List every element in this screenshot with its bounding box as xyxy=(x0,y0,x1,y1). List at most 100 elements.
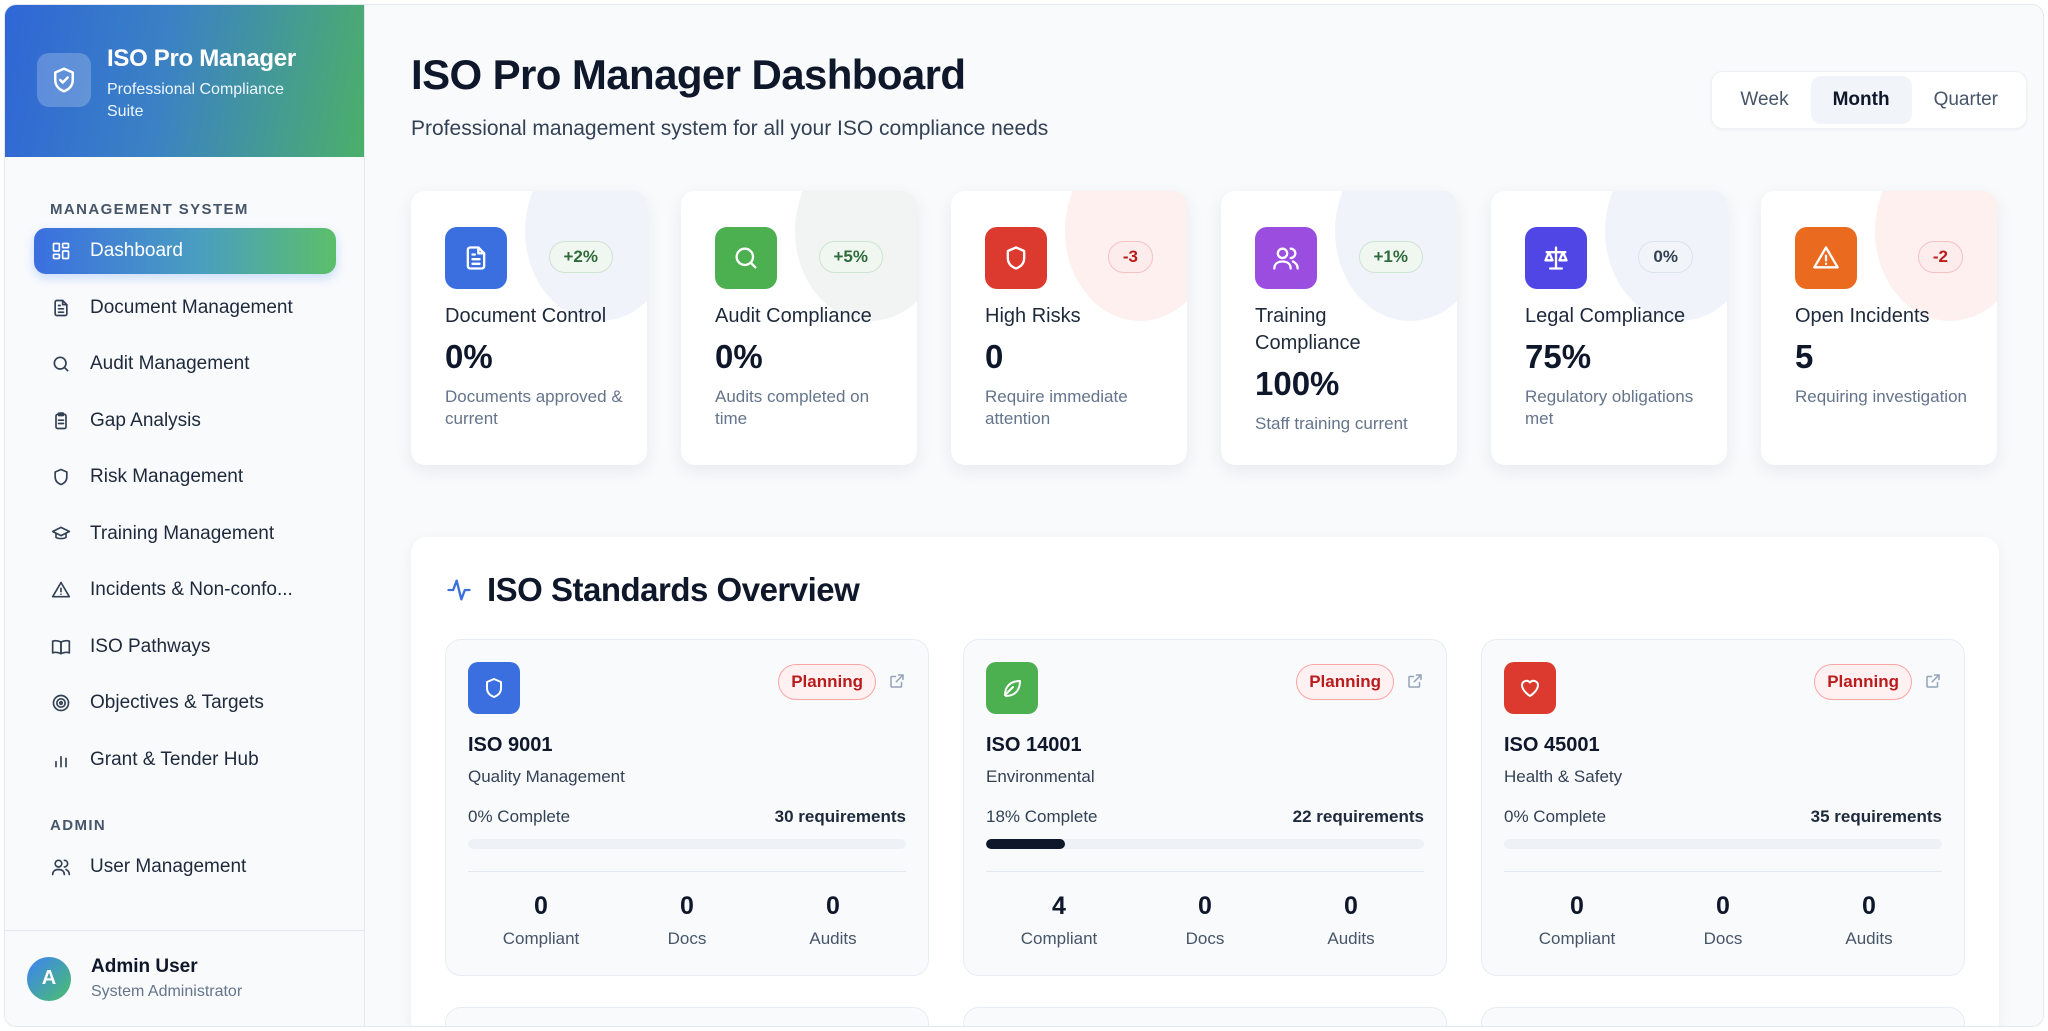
metric-label: Training Compliance xyxy=(1255,305,1361,354)
metric-label: Audit Compliance xyxy=(715,305,872,327)
sidebar-item-dashboard[interactable]: Dashboard xyxy=(34,228,336,274)
book-icon xyxy=(50,636,72,658)
page-title: ISO Pro Manager Dashboard xyxy=(411,51,966,98)
sidebar-item-label: ISO Pathways xyxy=(90,635,211,657)
sidebar-item-objectives-targets[interactable]: Objectives & Targets xyxy=(34,680,336,726)
standard-code: ISO 9001 xyxy=(468,734,553,756)
completion-label: 0% Complete xyxy=(468,807,571,826)
stat-audits: 0 Audits xyxy=(773,892,893,949)
stat-compliant: 0 Compliant xyxy=(481,892,601,949)
standard-stats: 0 Compliant 0 Docs 0 Audits xyxy=(468,892,906,949)
user-name: Admin User xyxy=(91,956,198,977)
sidebar-item-iso-pathways[interactable]: ISO Pathways xyxy=(34,624,336,670)
admin-nav: User Management xyxy=(5,844,364,890)
requirements-count: 30 requirements xyxy=(774,807,906,826)
stat-value: 4 xyxy=(1052,892,1066,920)
external-link-icon[interactable] xyxy=(1406,672,1424,695)
external-link-icon[interactable] xyxy=(888,672,906,695)
standard-card-iso-45001[interactable]: Planning ISO 45001 Health & Safety 0% Compl… xyxy=(1481,639,1965,976)
metric-description: Documents approved & current xyxy=(445,387,623,428)
status-badge: Planning xyxy=(1296,664,1394,700)
metric-card-document-control[interactable]: +2% Document Control 0% Documents approved … xyxy=(411,191,647,465)
period-quarter-button[interactable]: Quarter xyxy=(1933,89,1998,110)
shield-icon xyxy=(468,662,520,714)
stat-label: Compliant xyxy=(1020,929,1098,948)
metric-card-high-risks[interactable]: -3 High Risks 0 Require immediate attention xyxy=(951,191,1187,465)
user-role: System Administrator xyxy=(91,983,243,1000)
metric-card-legal-compliance[interactable]: 0% Legal Compliance 75% Regulatory obligati… xyxy=(1491,191,1727,465)
leaf-icon xyxy=(986,662,1038,714)
stat-docs: 0 Docs xyxy=(627,892,747,949)
sidebar-item-document-management[interactable]: Document Management xyxy=(34,285,336,331)
sidebar-item-label: Incidents & Non-confo... xyxy=(90,579,293,600)
requirements-count: 22 requirements xyxy=(1292,807,1424,826)
target-icon xyxy=(50,692,72,714)
period-selector: Week Month Quarter xyxy=(1711,71,2027,129)
standard-card-partial[interactable] xyxy=(445,1007,929,1026)
stat-label: Audits xyxy=(1845,929,1893,948)
user-profile[interactable]: A Admin User System Administrator xyxy=(5,930,364,1026)
search-icon xyxy=(715,227,777,289)
brand-title: ISO Pro Manager xyxy=(107,45,296,72)
stat-label: Docs xyxy=(1703,929,1743,948)
stat-value: 0 xyxy=(826,892,840,920)
completion-label: 0% Complete xyxy=(1504,807,1607,826)
sidebar-item-audit-management[interactable]: Audit Management xyxy=(34,341,336,387)
page-subtitle: Professional management system for all y… xyxy=(411,117,1049,140)
sidebar-item-incidents-non-confo[interactable]: Incidents & Non-confo... xyxy=(34,567,336,613)
sidebar-item-gap-analysis[interactable]: Gap Analysis xyxy=(34,398,336,444)
status-badge: Planning xyxy=(778,664,876,700)
main-content: ISO Pro Manager Dashboard Professional m… xyxy=(365,5,2043,1026)
standard-stats: 0 Compliant 0 Docs 0 Audits xyxy=(1504,892,1942,949)
stat-label: Audits xyxy=(809,929,857,948)
sidebar-item-label: Training Management xyxy=(90,522,275,544)
standard-card-partial[interactable] xyxy=(1481,1007,1965,1026)
metric-value: 0% xyxy=(445,338,493,375)
standard-code: ISO 45001 xyxy=(1504,734,1600,756)
app-window: ISO Pro Manager Professional Compliance … xyxy=(4,4,2044,1027)
trend-badge: -2 xyxy=(1917,241,1963,273)
period-week-button[interactable]: Week xyxy=(1740,89,1789,110)
warning-icon xyxy=(50,579,72,601)
standard-card-iso-9001[interactable]: Planning ISO 9001 Quality Management 0% Com… xyxy=(445,639,929,976)
progress-bar xyxy=(1504,839,1942,849)
stat-label: Compliant xyxy=(1538,929,1616,948)
stat-audits: 0 Audits xyxy=(1291,892,1411,949)
sidebar-item-user-management[interactable]: User Management xyxy=(34,844,336,890)
divider xyxy=(468,871,906,872)
metric-description: Require immediate attention xyxy=(985,387,1128,428)
sidebar-item-risk-management[interactable]: Risk Management xyxy=(34,454,336,500)
trend-badge: +2% xyxy=(548,241,613,273)
heart-icon xyxy=(1504,662,1556,714)
brand-header: ISO Pro Manager Professional Compliance … xyxy=(5,5,364,157)
divider xyxy=(986,871,1424,872)
period-month-button[interactable]: Month xyxy=(1810,76,1912,124)
standard-stats: 4 Compliant 0 Docs 0 Audits xyxy=(986,892,1424,949)
sidebar-item-grant-tender-hub[interactable]: Grant & Tender Hub xyxy=(34,737,336,783)
metric-cards: +2% Document Control 0% Documents approved … xyxy=(411,191,1997,465)
divider xyxy=(1504,871,1942,872)
metric-label: High Risks xyxy=(985,305,1081,327)
brand-subtitle: Professional Compliance Suite xyxy=(107,81,284,120)
stat-label: Compliant xyxy=(502,929,580,948)
metric-description: Regulatory obligations met xyxy=(1525,387,1694,428)
metric-card-open-incidents[interactable]: -2 Open Incidents 5 Requiring investigation xyxy=(1761,191,1997,465)
sidebar-item-training-management[interactable]: Training Management xyxy=(34,511,336,557)
standard-card-partial[interactable] xyxy=(963,1007,1447,1026)
metric-label: Legal Compliance xyxy=(1525,305,1686,327)
metric-card-training-compliance[interactable]: +1% Training Compliance 100% Staff training… xyxy=(1221,191,1457,465)
stat-compliant: 4 Compliant xyxy=(999,892,1119,949)
standard-name: Health & Safety xyxy=(1504,767,1623,786)
stat-audits: 0 Audits xyxy=(1809,892,1929,949)
stat-label: Docs xyxy=(667,929,707,948)
graduation-cap-icon xyxy=(50,523,72,545)
trend-badge: -3 xyxy=(1107,241,1153,273)
stat-label: Audits xyxy=(1327,929,1375,948)
standard-name: Quality Management xyxy=(468,767,625,786)
metric-label: Open Incidents xyxy=(1795,305,1930,327)
shield-icon xyxy=(50,466,72,488)
metric-description: Requiring investigation xyxy=(1795,387,1967,406)
external-link-icon[interactable] xyxy=(1924,672,1942,695)
metric-card-audit-compliance[interactable]: +5% Audit Compliance 0% Audits completed on… xyxy=(681,191,917,465)
standard-card-iso-14001[interactable]: Planning ISO 14001 Environmental 18% Comple… xyxy=(963,639,1447,976)
